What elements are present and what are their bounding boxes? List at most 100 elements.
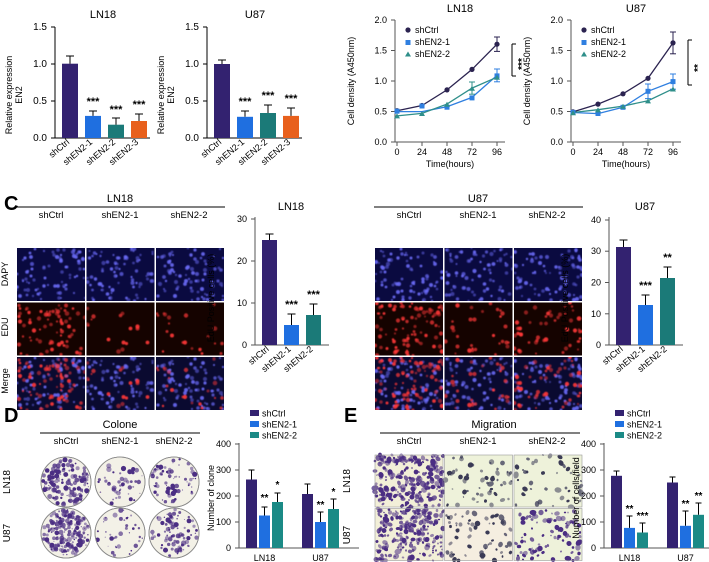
- svg-text:0: 0: [242, 340, 247, 350]
- svg-text:shEN2-2: shEN2-2: [529, 210, 566, 221]
- svg-text:0.5: 0.5: [33, 96, 47, 107]
- svg-text:1.0: 1.0: [33, 59, 47, 70]
- svg-text:10: 10: [237, 298, 247, 308]
- svg-text:shEN2-2: shEN2-2: [156, 436, 193, 447]
- svg-text:0: 0: [226, 543, 231, 553]
- svg-text:2.0: 2.0: [550, 15, 563, 25]
- svg-text:1.5: 1.5: [33, 22, 47, 33]
- svg-text:Cell density (A450nm): Cell density (A450nm): [522, 37, 532, 126]
- svg-text:0.5: 0.5: [374, 107, 387, 117]
- svg-text:20: 20: [237, 256, 247, 266]
- svg-text:1.0: 1.0: [550, 76, 563, 86]
- svg-text:100: 100: [581, 517, 596, 527]
- svg-text:96: 96: [492, 147, 502, 157]
- svg-text:shEN2-2: shEN2-2: [529, 436, 566, 447]
- svg-text:***: ***: [239, 96, 253, 108]
- svg-text:LN18: LN18: [619, 553, 641, 562]
- svg-text:0: 0: [394, 147, 399, 157]
- svg-text:shEN2-2: shEN2-2: [262, 431, 297, 441]
- svg-text:shCtrl: shCtrl: [591, 25, 615, 35]
- svg-text:LN18: LN18: [107, 193, 133, 205]
- svg-text:***: ***: [637, 511, 649, 522]
- svg-text:shEN2-1: shEN2-1: [460, 436, 497, 447]
- svg-text:1.0: 1.0: [185, 59, 199, 70]
- svg-text:shEN2-1: shEN2-1: [415, 37, 450, 47]
- svg-text:shCtrl: shCtrl: [262, 409, 286, 419]
- svg-text:24: 24: [417, 147, 427, 157]
- svg-text:***: ***: [285, 93, 299, 105]
- svg-text:Time(hours): Time(hours): [426, 159, 474, 169]
- svg-text:EdU Positive cells (%): EdU Positive cells (%): [206, 254, 216, 343]
- svg-text:***: ***: [307, 289, 321, 301]
- svg-text:shEN2-2: shEN2-2: [171, 210, 208, 221]
- svg-text:U87: U87: [626, 3, 646, 15]
- svg-text:Relative expression: Relative expression: [156, 56, 166, 135]
- svg-text:20: 20: [591, 278, 601, 288]
- svg-text:1.5: 1.5: [374, 46, 387, 56]
- svg-text:DAPY: DAPY: [0, 262, 10, 287]
- svg-text:300: 300: [581, 465, 596, 475]
- svg-text:EN2: EN2: [14, 86, 24, 104]
- svg-text:*: *: [276, 480, 280, 491]
- svg-text:0.5: 0.5: [185, 96, 199, 107]
- svg-text:U87: U87: [677, 553, 694, 562]
- svg-text:1.5: 1.5: [550, 46, 563, 56]
- svg-text:0.0: 0.0: [550, 137, 563, 147]
- svg-text:shEN2-1: shEN2-1: [262, 420, 297, 430]
- svg-text:**: **: [261, 493, 269, 504]
- svg-text:0.0: 0.0: [374, 137, 387, 147]
- svg-text:**: **: [693, 64, 704, 72]
- svg-text:**: **: [695, 491, 703, 502]
- svg-text:*: *: [332, 487, 336, 498]
- svg-text:10: 10: [591, 309, 601, 319]
- svg-text:30: 30: [591, 246, 601, 256]
- svg-text:**: **: [663, 252, 672, 264]
- svg-text:***: ***: [87, 96, 101, 108]
- svg-text:24: 24: [593, 147, 603, 157]
- svg-text:LN18: LN18: [90, 9, 116, 21]
- svg-text:shCtrl: shCtrl: [397, 436, 422, 447]
- svg-text:48: 48: [442, 147, 452, 157]
- svg-text:LN18: LN18: [447, 3, 473, 15]
- svg-text:EN2: EN2: [166, 86, 176, 104]
- svg-text:Merge: Merge: [0, 368, 10, 394]
- svg-text:400: 400: [216, 439, 231, 449]
- svg-text:shEN2-1: shEN2-1: [102, 210, 139, 221]
- svg-text:C: C: [4, 193, 18, 215]
- svg-text:**: **: [682, 499, 690, 510]
- svg-text:48: 48: [618, 147, 628, 157]
- svg-text:Cell density (A450nm): Cell density (A450nm): [346, 37, 356, 126]
- svg-text:0: 0: [570, 147, 575, 157]
- svg-text:0.0: 0.0: [33, 133, 47, 144]
- svg-text:shCtrl: shCtrl: [627, 409, 651, 419]
- svg-text:EDU: EDU: [0, 317, 10, 336]
- svg-text:***: ***: [639, 280, 653, 292]
- svg-text:200: 200: [581, 491, 596, 501]
- svg-text:Number of cells/field: Number of cells/field: [571, 457, 581, 539]
- svg-text:***: ***: [285, 299, 299, 311]
- svg-text:shCtrl: shCtrl: [415, 25, 439, 35]
- svg-text:400: 400: [581, 439, 596, 449]
- svg-text:40: 40: [591, 215, 601, 225]
- svg-text:E: E: [344, 408, 357, 427]
- svg-text:Colone: Colone: [103, 419, 138, 431]
- svg-text:shEN2-1: shEN2-1: [627, 420, 662, 430]
- svg-text:30: 30: [237, 214, 247, 224]
- svg-text:Time(hours): Time(hours): [602, 159, 650, 169]
- svg-text:Migration: Migration: [471, 419, 516, 431]
- svg-text:LN18: LN18: [278, 201, 304, 213]
- svg-text:200: 200: [216, 491, 231, 501]
- svg-text:shEN2-1: shEN2-1: [460, 210, 497, 221]
- svg-text:1.5: 1.5: [185, 22, 199, 33]
- svg-text:300: 300: [216, 465, 231, 475]
- svg-text:U87: U87: [245, 9, 265, 21]
- svg-text:72: 72: [643, 147, 653, 157]
- svg-text:***: ***: [133, 99, 147, 111]
- svg-text:shEN2-2: shEN2-2: [591, 49, 626, 59]
- svg-text:96: 96: [668, 147, 678, 157]
- svg-text:LN18: LN18: [342, 469, 353, 493]
- svg-text:0: 0: [591, 543, 596, 553]
- svg-text:2.0: 2.0: [374, 15, 387, 25]
- svg-text:**: **: [317, 500, 325, 511]
- svg-text:100: 100: [216, 517, 231, 527]
